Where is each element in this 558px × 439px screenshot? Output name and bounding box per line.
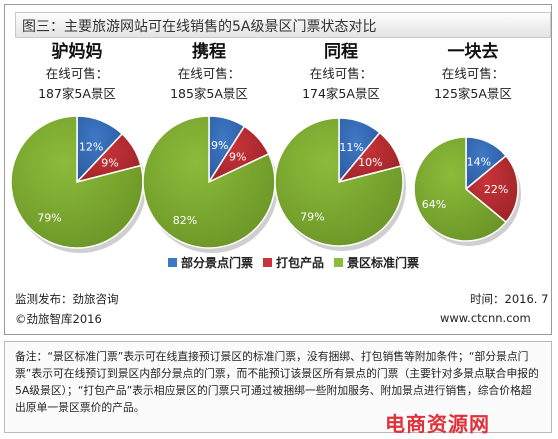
pie-total: 174家5A景区 [302,86,380,101]
pie-data-label: 14% [467,156,491,169]
pie-data-label: 22% [484,183,508,196]
pie-name: 同程 [324,42,358,62]
chart-legend: 部分景点门票 打包产品 景区标准门票 [168,253,419,271]
pie-name: 驴妈妈 [51,42,103,62]
pie-online-label: 在线可售： [309,66,373,81]
pie-data-label: 9% [229,151,246,164]
pie-name: 携程 [192,42,226,62]
pie-data-label: 64% [422,198,446,211]
note-box: 备注：“景区标准门票”表示可在线直接预订景区的标准门票，没有捆绑、打包销售等附加… [4,341,552,433]
pie-charts: 12%9%79%9%9%82%11%10%79%14%22%64% [10,115,521,253]
pie-data-label: 10% [358,156,382,169]
pie-slice-3-2 [413,136,508,242]
pie-slice-2-2 [274,117,404,247]
legend-swatch [168,257,177,267]
legend-item-standard: 景区标准门票 [334,254,419,271]
chart-title: 图三：主要旅游网站可在线销售的5A级景区门票状态对比 [22,19,377,35]
legend-label: 部分景点门票 [181,255,254,270]
pie-data-label: 79% [300,210,324,223]
note-text: 备注：“景区标准门票”表示可在线直接预订景区的标准门票，没有捆绑、打包销售等附加… [15,350,539,414]
pie-header-1: 携程 在线可售： 185家5A景区 [144,40,274,104]
pie-online-label: 在线可售： [441,66,505,81]
date-text: 时间：2016. 7 [470,292,549,306]
pie-data-label: 9% [211,139,228,152]
pie-total: 185家5A景区 [170,86,248,101]
pie-data-label: 9% [101,157,118,170]
pie-header-2: 同程 在线可售： 174家5A景区 [276,40,406,104]
pie-slice-3-1 [464,154,519,224]
pie-header-0: 驴妈妈 在线可售： 187家5A景区 [12,40,142,104]
source-text: 监测发布：劲旅咨询 [15,292,119,306]
pie-header-3: 一块去 在线可售： 125家5A景区 [408,40,538,104]
copyright-text: ©劲旅智库2016 [15,312,102,326]
legend-item-partial: 部分景点门票 [168,254,253,271]
pie-online-label: 在线可售： [45,66,109,81]
watermark-text: 电商资源网 [385,412,490,436]
pie-online-label: 在线可售： [177,66,241,81]
pie-total: 187家5A景区 [38,86,116,101]
pie-slice-0-2 [10,115,144,249]
legend-label: 景区标准门票 [347,255,420,270]
pie-slice-1-2 [142,115,276,249]
legend-label: 打包产品 [276,255,325,270]
site-url: www.ctcnn.com [440,311,531,325]
pie-data-label: 79% [37,211,61,224]
legend-swatch [334,257,344,267]
legend-item-package: 打包产品 [263,254,324,271]
pie-data-label: 82% [173,214,197,227]
title-bar: 图三：主要旅游网站可在线销售的5A级景区门票状态对比 [15,12,551,38]
pie-data-label: 11% [339,141,363,154]
legend-swatch [263,257,273,267]
pie-name: 一块去 [447,42,499,62]
pie-data-label: 12% [79,140,103,153]
pie-total: 125家5A景区 [434,86,512,101]
